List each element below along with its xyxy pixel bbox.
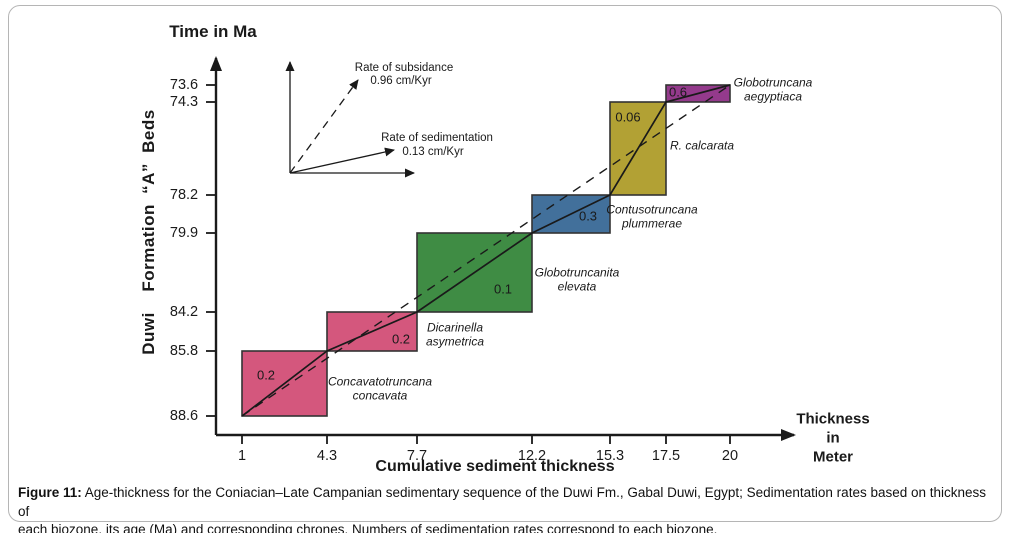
y-tick-label: 74.3 (169, 94, 199, 110)
rate-label-calcarata: 0.06 (615, 109, 641, 125)
species-label-concavata: Concavatotruncana concavata (327, 374, 433, 402)
rate-legend (285, 61, 415, 178)
x-tick-label: 1 (237, 448, 247, 464)
rate-label-elevata: 0.1 (493, 281, 513, 297)
x-axis-ticks (241, 435, 731, 444)
rate-label-concavata: 0.2 (256, 367, 276, 383)
y-axis-ticks (206, 84, 216, 417)
figure-caption-label: Figure 11: (18, 485, 82, 500)
x-axis-title: Cumulative sediment thickness (375, 458, 615, 475)
subsidence-rate-arrow (289, 79, 359, 174)
y-axis-title: Time in Ma (169, 22, 257, 41)
species-label-plummerae: Contusotruncana plummerae (606, 202, 698, 230)
species-label-aegyptiaca: Globotruncana aegyptiaca (733, 75, 813, 103)
y-axis-side-label: Duwi Formation “A” Beds (139, 109, 158, 355)
y-tick-label: 78.2 (169, 187, 199, 203)
species-label-calcarata: R. calcarata (669, 138, 735, 153)
subsidence-trend-line (241, 84, 731, 417)
y-tick-label: 73.6 (169, 77, 199, 93)
x-axis-unit-label: Thickness in Meter (796, 410, 870, 466)
species-label-asymetrica: Dicarinella asymetrica (425, 320, 485, 348)
sedimentation-rate-arrow (289, 147, 395, 174)
rate-label-aegyptiaca: 0.6 (668, 84, 688, 100)
x-tick-label: 7.7 (406, 448, 428, 464)
figure-caption-text: Age-thickness for the Coniacian–Late Cam… (18, 485, 987, 533)
x-tick-label: 15.3 (595, 448, 625, 464)
species-label-elevata: Globotruncanita elevata (534, 265, 620, 293)
y-tick-label: 84.2 (169, 304, 199, 320)
sedimentation-rate-value: 0.13 cm/Kyr (402, 146, 464, 158)
rate-label-plummerae: 0.3 (578, 208, 598, 224)
y-tick-label: 79.9 (169, 225, 199, 241)
sedimentation-line (241, 84, 731, 417)
figure-border (8, 5, 1002, 522)
y-tick-label: 85.8 (169, 343, 199, 359)
rate-label-asymetrica: 0.2 (391, 331, 411, 347)
y-tick-label: 88.6 (169, 408, 199, 424)
x-tick-label: 17.5 (651, 448, 681, 464)
sedimentation-rate-label: Rate of sedimentation (381, 132, 493, 144)
x-tick-label: 12.2 (517, 448, 547, 464)
x-tick-label: 20 (721, 448, 739, 464)
subsidence-rate-label: Rate of subsidance (354, 62, 454, 74)
subsidence-rate-value: 0.96 cm/Kyr (370, 75, 432, 87)
figure-caption: Figure 11: Age-thickness for the Coniaci… (18, 484, 993, 533)
x-tick-label: 4.3 (316, 448, 338, 464)
